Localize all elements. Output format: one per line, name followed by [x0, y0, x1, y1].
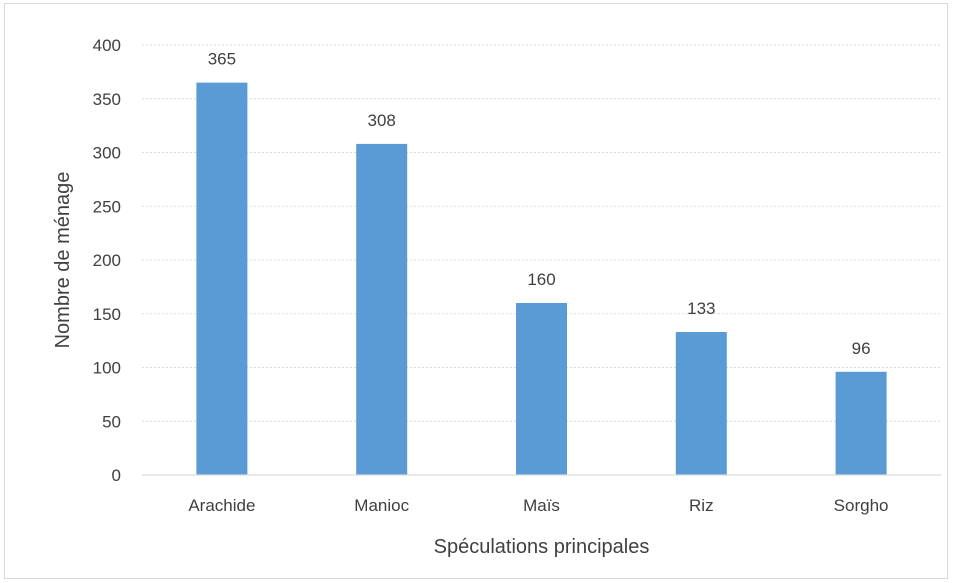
x-axis-title: Spéculations principales — [434, 536, 650, 558]
y-tick-label: 350 — [93, 90, 121, 109]
bar-ma-s — [516, 303, 567, 475]
x-tick-label: Riz — [689, 496, 714, 515]
y-tick-label: 250 — [93, 197, 121, 216]
x-tick-label: Sorgho — [834, 496, 889, 515]
y-tick-label: 0 — [112, 466, 121, 485]
bars — [196, 82, 887, 475]
y-tick-label: 50 — [102, 412, 121, 431]
x-axis-ticks: Arachide Manioc Maïs Riz Sorgho — [188, 496, 888, 515]
bar-manioc — [356, 143, 408, 475]
bar-arachide — [196, 82, 248, 475]
y-tick-label: 400 — [93, 36, 121, 55]
data-label: 365 — [208, 50, 236, 69]
y-tick-label: 300 — [93, 144, 121, 163]
x-tick-label: Arachide — [188, 496, 255, 515]
y-tick-label: 150 — [93, 305, 121, 324]
data-label: 96 — [852, 339, 871, 358]
gridlines — [142, 44, 941, 422]
data-label: 133 — [687, 299, 715, 318]
y-tick-label: 100 — [93, 359, 121, 378]
bar-riz — [675, 332, 727, 475]
y-tick-label: 200 — [93, 251, 121, 270]
y-axis-ticks: 0 50 100 150 200 250 300 350 400 — [93, 36, 121, 485]
x-tick-label: Maïs — [523, 496, 560, 515]
x-tick-label: Manioc — [354, 496, 409, 515]
data-label: 160 — [527, 270, 555, 289]
data-label: 308 — [368, 111, 396, 130]
bar-sorgho — [835, 371, 887, 475]
data-labels: 365 308 160 133 96 — [208, 50, 871, 358]
y-axis-title: Nombre de ménage — [52, 172, 74, 349]
